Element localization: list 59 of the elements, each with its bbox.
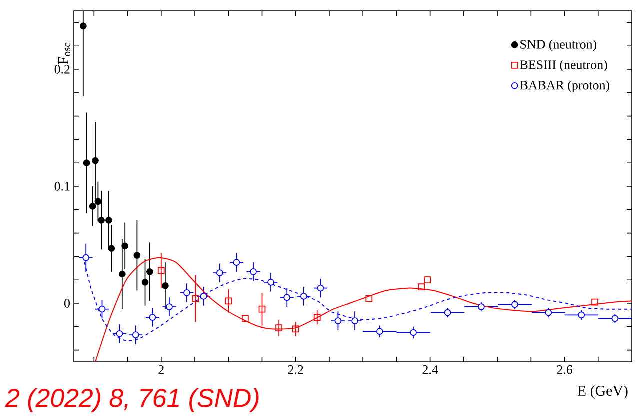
point	[233, 259, 240, 266]
point	[108, 245, 116, 252]
point	[82, 254, 90, 262]
point	[317, 284, 324, 292]
legend-label: BABAR (proton)	[520, 80, 610, 92]
point	[424, 276, 432, 284]
point	[122, 242, 129, 250]
point	[89, 202, 96, 210]
legend-label: BESIII (neutron)	[520, 60, 608, 72]
point	[166, 304, 173, 310]
point	[200, 293, 208, 300]
x-tick-label: 2.2	[288, 366, 304, 374]
point	[118, 270, 126, 278]
point	[366, 295, 373, 302]
legend-label: SND (neutron)	[520, 40, 597, 52]
point	[418, 284, 426, 291]
y-tick-label: 0	[64, 299, 70, 308]
point	[334, 318, 342, 324]
point	[292, 326, 300, 333]
point	[98, 216, 106, 224]
point	[250, 268, 257, 276]
x-tick-label: 2.4	[422, 366, 438, 374]
point	[116, 330, 124, 338]
point	[142, 279, 149, 286]
point	[376, 328, 384, 336]
point	[132, 332, 140, 339]
point	[146, 268, 154, 276]
point	[83, 160, 90, 167]
point	[184, 290, 190, 296]
point	[225, 298, 232, 305]
point	[314, 314, 321, 321]
point	[592, 298, 598, 306]
point	[192, 295, 200, 302]
point	[134, 252, 141, 259]
point	[92, 157, 99, 164]
point	[80, 22, 87, 30]
point	[276, 324, 282, 332]
point	[94, 198, 102, 206]
point	[158, 267, 165, 274]
point	[98, 306, 106, 313]
x-tick-label: 2.6	[557, 366, 572, 374]
point	[258, 306, 266, 313]
line-series	[95, 257, 632, 362]
point	[300, 293, 308, 300]
x-tick-label: 2	[158, 366, 164, 374]
point	[410, 329, 417, 336]
text: 2 (2022) 8, 761 (SND)	[5, 388, 259, 412]
point	[162, 282, 169, 290]
y-tick-label: 0.1	[54, 182, 70, 191]
point	[106, 216, 112, 224]
point	[216, 270, 224, 277]
y-axis-title: F$_{osc}$	[58, 43, 70, 65]
point	[268, 279, 274, 286]
point	[242, 315, 249, 322]
point	[352, 318, 358, 324]
y-tick-label: 0.2	[54, 65, 70, 74]
x-axis-title: E (GeV)	[578, 386, 628, 400]
point	[284, 294, 291, 302]
point	[149, 314, 156, 321]
